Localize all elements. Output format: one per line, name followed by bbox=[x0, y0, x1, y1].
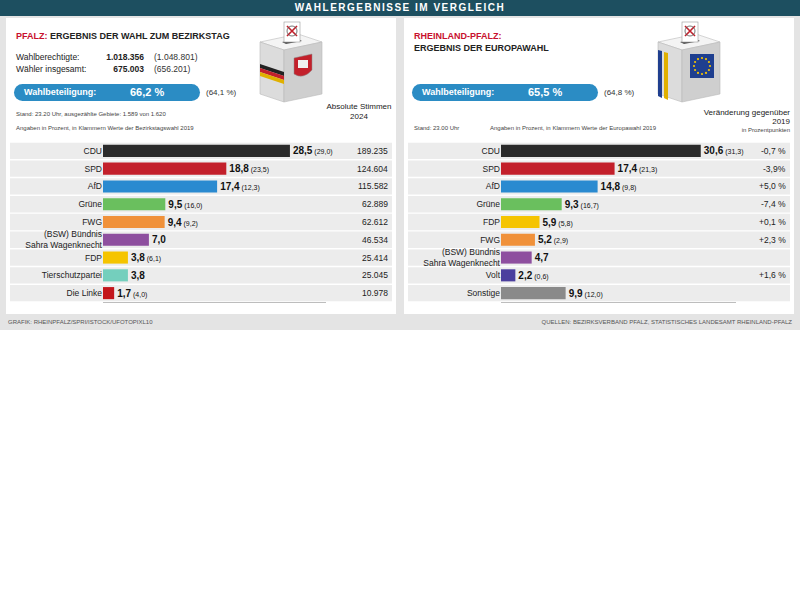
svg-text:62.612: 62.612 bbox=[362, 217, 388, 227]
svg-text:Grüne: Grüne bbox=[476, 199, 500, 209]
svg-text:(BSW) BündnisSahra Wagenknecht: (BSW) BündnisSahra Wagenknecht bbox=[25, 229, 102, 250]
html-text:(1.048.801): (1.048.801) bbox=[154, 52, 198, 62]
html-text:66,2 %: 66,2 % bbox=[130, 86, 165, 98]
svg-text:AfD: AfD bbox=[88, 181, 102, 191]
svg-text:+2,3 %: +2,3 % bbox=[759, 235, 786, 245]
html-text:675.003: 675.003 bbox=[113, 64, 144, 74]
html-text:Stand: 23.00 Uhr: Stand: 23.00 Uhr bbox=[414, 125, 460, 131]
html-text:Absolute Stimmen 2024: Absolute Stimmen 2024 bbox=[326, 102, 392, 121]
svg-text:7,0: 7,0 bbox=[152, 234, 166, 245]
svg-text:2,2 (0,6): 2,2 (0,6) bbox=[518, 270, 548, 281]
svg-text:Sonstige: Sonstige bbox=[467, 288, 500, 298]
svg-text:+1,6 %: +1,6 % bbox=[759, 270, 786, 280]
svg-text:115.582: 115.582 bbox=[358, 181, 388, 191]
svg-text:-3,9%: -3,9% bbox=[763, 164, 786, 174]
svg-text:Die Linke: Die Linke bbox=[67, 288, 103, 298]
svg-text:62.889: 62.889 bbox=[362, 199, 388, 209]
html-text:ERGEBNIS DER EUROPAWAHL: ERGEBNIS DER EUROPAWAHL bbox=[414, 43, 549, 53]
svg-text:5,9 (5,8): 5,9 (5,8) bbox=[543, 217, 573, 228]
svg-text:30,6 (31,3): 30,6 (31,3) bbox=[704, 145, 744, 156]
svg-text:AfD: AfD bbox=[486, 181, 500, 191]
svg-text:9,5 (16,0): 9,5 (16,0) bbox=[168, 199, 202, 210]
svg-text:+5,0 %: +5,0 % bbox=[759, 181, 786, 191]
svg-text:-0,7 %: -0,7 % bbox=[761, 146, 786, 156]
svg-text:9,3 (16,7): 9,3 (16,7) bbox=[565, 199, 599, 210]
html-text:Stand: 23.20 Uhr, ausgezählte: Stand: 23.20 Uhr, ausgezählte Gebiete: 1… bbox=[16, 111, 166, 117]
svg-text:3,8: 3,8 bbox=[131, 270, 145, 281]
svg-text:SPD: SPD bbox=[483, 164, 500, 174]
svg-text:14,8 (9,8): 14,8 (9,8) bbox=[601, 181, 637, 192]
svg-text:10.978: 10.978 bbox=[362, 288, 388, 298]
html-text:Wähler insgesamt:: Wähler insgesamt: bbox=[16, 64, 87, 74]
svg-text:FDP: FDP bbox=[85, 253, 102, 263]
svg-text:+0,1 %: +0,1 % bbox=[759, 217, 786, 227]
svg-text:18,8 (23,5): 18,8 (23,5) bbox=[229, 163, 269, 174]
svg-text:(BSW) BündnisSahra Wagenknecht: (BSW) BündnisSahra Wagenknecht bbox=[423, 247, 500, 268]
svg-text:4,7: 4,7 bbox=[535, 252, 549, 263]
svg-text:28,5 (29,0): 28,5 (29,0) bbox=[293, 145, 333, 156]
html-text:65,5 %: 65,5 % bbox=[528, 86, 563, 98]
svg-text:FDP: FDP bbox=[483, 217, 500, 227]
svg-text:25.414: 25.414 bbox=[362, 253, 388, 263]
svg-text:25.045: 25.045 bbox=[362, 270, 388, 280]
svg-text:17,4 (21,3): 17,4 (21,3) bbox=[618, 163, 658, 174]
svg-text:124.604: 124.604 bbox=[357, 164, 388, 174]
html-text:Angaben in Prozent, in Klammer: Angaben in Prozent, in Klammern Werte de… bbox=[490, 125, 656, 131]
html-text:(64,8 %): (64,8 %) bbox=[604, 88, 635, 97]
html-text:1.018.356: 1.018.356 bbox=[106, 52, 144, 62]
html-text:PFALZ: ERGEBNIS DER WAHL ZUM B: PFALZ: ERGEBNIS DER WAHL ZUM BEZIRKSTAG bbox=[16, 31, 230, 41]
html-text:(656.201): (656.201) bbox=[154, 64, 191, 74]
html-text:in Prozentpunkten: in Prozentpunkten bbox=[741, 127, 790, 133]
svg-text:Tierschutzpartei: Tierschutzpartei bbox=[42, 270, 102, 280]
html-text:RHEINLAND-PFALZ:: RHEINLAND-PFALZ: bbox=[414, 31, 502, 41]
svg-text:9,4 (9,2): 9,4 (9,2) bbox=[168, 217, 198, 228]
svg-text:SPD: SPD bbox=[85, 164, 102, 174]
html-text:Angaben in Prozent, in Klammer: Angaben in Prozent, in Klammern Werte de… bbox=[16, 125, 194, 131]
svg-text:3,8 (6,1): 3,8 (6,1) bbox=[131, 252, 161, 263]
svg-text:CDU: CDU bbox=[84, 146, 102, 156]
html-text:GRAFIK: RHEINPFALZ/SPRI/ISTOCK: GRAFIK: RHEINPFALZ/SPRI/ISTOCK/UFOTOPIXL… bbox=[8, 319, 153, 325]
svg-text:Grüne: Grüne bbox=[78, 199, 102, 209]
svg-text:9,9 (12,0): 9,9 (12,0) bbox=[569, 288, 603, 299]
html-text:WAHLERGEBNISSE IM VERGLEICH: WAHLERGEBNISSE IM VERGLEICH bbox=[294, 2, 506, 13]
html-text:QUELLEN: BEZIRKSVERBAND PFALZ,: QUELLEN: BEZIRKSVERBAND PFALZ, STATISTIS… bbox=[541, 319, 792, 325]
svg-text:Volt: Volt bbox=[486, 270, 501, 280]
svg-text:-7,4 %: -7,4 % bbox=[761, 199, 786, 209]
svg-text:189.235: 189.235 bbox=[357, 146, 388, 156]
html-text:Wahlbeteiligung:: Wahlbeteiligung: bbox=[24, 87, 97, 97]
svg-text:46.534: 46.534 bbox=[362, 235, 388, 245]
html-text:Wahlberechtigte:: Wahlberechtigte: bbox=[16, 52, 80, 62]
svg-text:17,4 (12,3): 17,4 (12,3) bbox=[220, 181, 260, 192]
html-text:Wahlbeteiligung:: Wahlbeteiligung: bbox=[422, 87, 495, 97]
svg-text:FWG: FWG bbox=[480, 235, 500, 245]
svg-text:5,2 (2,9): 5,2 (2,9) bbox=[538, 234, 568, 245]
svg-text:FWG: FWG bbox=[82, 217, 102, 227]
html-text:Veränderung gegenüber 2019: Veränderung gegenüber 2019 bbox=[703, 108, 790, 126]
svg-text:1,7 (4,0): 1,7 (4,0) bbox=[117, 288, 147, 299]
html-text:(64,1 %): (64,1 %) bbox=[206, 88, 237, 97]
svg-text:CDU: CDU bbox=[482, 146, 500, 156]
